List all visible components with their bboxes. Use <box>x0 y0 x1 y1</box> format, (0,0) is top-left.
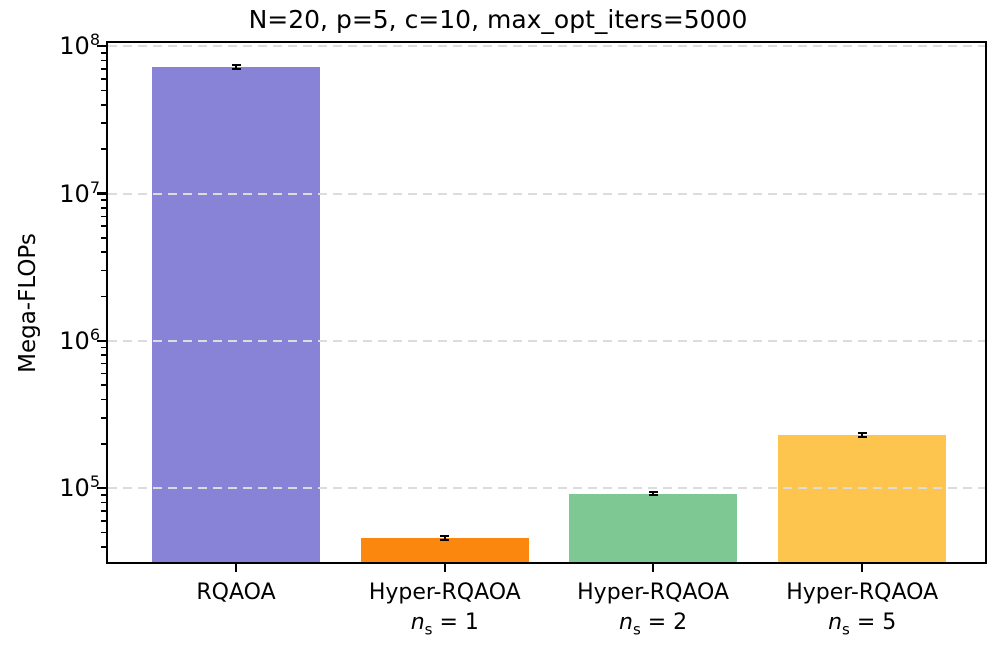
gridline <box>108 45 985 48</box>
y-minor-tick <box>101 215 106 218</box>
x-tick-label-var: n <box>618 610 633 635</box>
y-minor-tick <box>101 269 106 272</box>
x-tick-label-value: = 5 <box>849 610 897 635</box>
x-tick-label-hyper-rqaoa-ns-5: Hyper-RQAOA ns = 5 <box>742 578 982 644</box>
error-bar-line-hyper-rqaoa-ns-1 <box>444 536 446 540</box>
y-minor-tick <box>101 78 106 80</box>
y-minor-tick <box>101 520 106 522</box>
x-tick-label-value: = 1 <box>432 610 479 635</box>
gridline <box>108 339 985 342</box>
x-tick-label-line1: Hyper-RQAOA <box>368 580 521 605</box>
y-minor-tick <box>101 362 106 365</box>
x-tick-label-line1: RQAOA <box>196 580 276 605</box>
y-major-tick <box>97 44 106 48</box>
error-bar-cap-bottom-hyper-rqaoa-ns-1 <box>440 538 450 541</box>
y-minor-tick <box>101 384 106 386</box>
y-minor-tick <box>101 251 106 253</box>
y-major-tick <box>97 339 106 343</box>
y-tick-label: 106 <box>0 326 100 356</box>
y-minor-tick <box>101 443 106 445</box>
y-minor-tick <box>101 225 106 227</box>
bar-hyper-rqaoa-ns-5 <box>778 435 947 562</box>
x-tick <box>234 564 238 572</box>
y-minor-tick <box>101 237 106 239</box>
y-minor-tick <box>101 417 106 419</box>
y-minor-tick <box>101 104 106 106</box>
x-tick-label-hyper-rqaoa-ns-2: Hyper-RQAOA ns = 2 <box>533 578 773 644</box>
bar-rqaoa <box>152 67 320 562</box>
error-bar-cap-bottom-rqaoa <box>231 68 241 71</box>
error-bar-cap-bottom-hyper-rqaoa-ns-5 <box>857 435 867 438</box>
y-minor-tick <box>101 494 106 496</box>
x-tick-label-line2: ns = 5 <box>742 608 982 644</box>
x-tick-label-var: n <box>410 610 425 635</box>
x-tick-label-var: n <box>828 610 843 635</box>
y-tick-label-exponent: 7 <box>89 177 100 197</box>
y-tick-label-base: 10 <box>59 474 90 503</box>
x-tick-label-subscript: s <box>632 620 641 639</box>
y-minor-tick <box>101 501 106 504</box>
y-minor-tick <box>101 531 106 534</box>
y-minor-tick <box>101 148 106 150</box>
y-minor-tick <box>101 89 106 92</box>
y-minor-tick <box>101 398 106 401</box>
y-minor-tick <box>101 59 106 62</box>
gridline <box>108 192 985 195</box>
error-bar-line-rqaoa <box>235 65 237 70</box>
y-tick-label-base: 10 <box>59 32 90 61</box>
bar-hyper-rqaoa-ns-2 <box>569 493 738 562</box>
chart-title: N=20, p=5, c=10, max_opt_iters=5000 <box>248 5 748 34</box>
x-tick-label-line2: ns = 1 <box>325 608 565 644</box>
error-bar-cap-top-hyper-rqaoa-ns-5 <box>857 432 867 435</box>
y-tick-label-exponent: 8 <box>89 30 100 50</box>
y-tick-label: 105 <box>0 473 100 503</box>
x-tick <box>651 564 655 572</box>
bar-hyper-rqaoa-ns-1 <box>360 538 529 562</box>
error-bar-line-hyper-rqaoa-ns-5 <box>861 433 863 437</box>
x-tick-label-line2: ns = 2 <box>533 608 773 644</box>
y-minor-tick <box>101 207 106 209</box>
y-tick-label-exponent: 6 <box>89 324 100 344</box>
x-tick-label-hyper-rqaoa-ns-1: Hyper-RQAOA ns = 1 <box>325 578 565 644</box>
error-bar-cap-top-hyper-rqaoa-ns-2 <box>648 491 658 494</box>
x-tick-label-value: = 2 <box>640 610 688 635</box>
y-tick-label: 108 <box>0 31 100 61</box>
gridline <box>108 487 985 490</box>
x-tick-label-line1: Hyper-RQAOA <box>577 580 730 605</box>
y-major-tick <box>97 192 106 195</box>
plot-area <box>97 41 987 572</box>
y-minor-tick <box>101 354 106 356</box>
y-minor-tick <box>101 68 106 70</box>
y-minor-tick <box>101 52 106 54</box>
y-minor-tick <box>101 510 106 512</box>
y-minor-tick <box>101 295 106 298</box>
x-tick <box>861 564 864 572</box>
error-bar-line-hyper-rqaoa-ns-2 <box>652 492 654 496</box>
y-minor-tick <box>101 546 106 548</box>
y-major-tick <box>97 487 106 490</box>
x-tick-label-subscript: s <box>424 620 433 639</box>
x-tick-label-line1: Hyper-RQAOA <box>786 580 939 605</box>
x-tick <box>443 564 446 572</box>
y-minor-tick <box>101 372 106 375</box>
y-tick-label-base: 10 <box>59 326 90 355</box>
error-bar-cap-top-hyper-rqaoa-ns-1 <box>440 535 450 538</box>
error-bar-cap-bottom-hyper-rqaoa-ns-2 <box>648 494 658 497</box>
y-tick-label: 107 <box>0 179 100 209</box>
x-tick-label-rqaoa: RQAOA <box>116 578 356 608</box>
y-minor-tick <box>101 346 106 349</box>
y-tick-label-exponent: 5 <box>89 472 100 492</box>
y-tick-label-base: 10 <box>59 179 90 208</box>
y-minor-tick <box>101 199 106 201</box>
error-bar-cap-top-rqaoa <box>231 64 241 67</box>
y-minor-tick <box>101 122 106 124</box>
x-tick-label-subscript: s <box>842 620 850 639</box>
